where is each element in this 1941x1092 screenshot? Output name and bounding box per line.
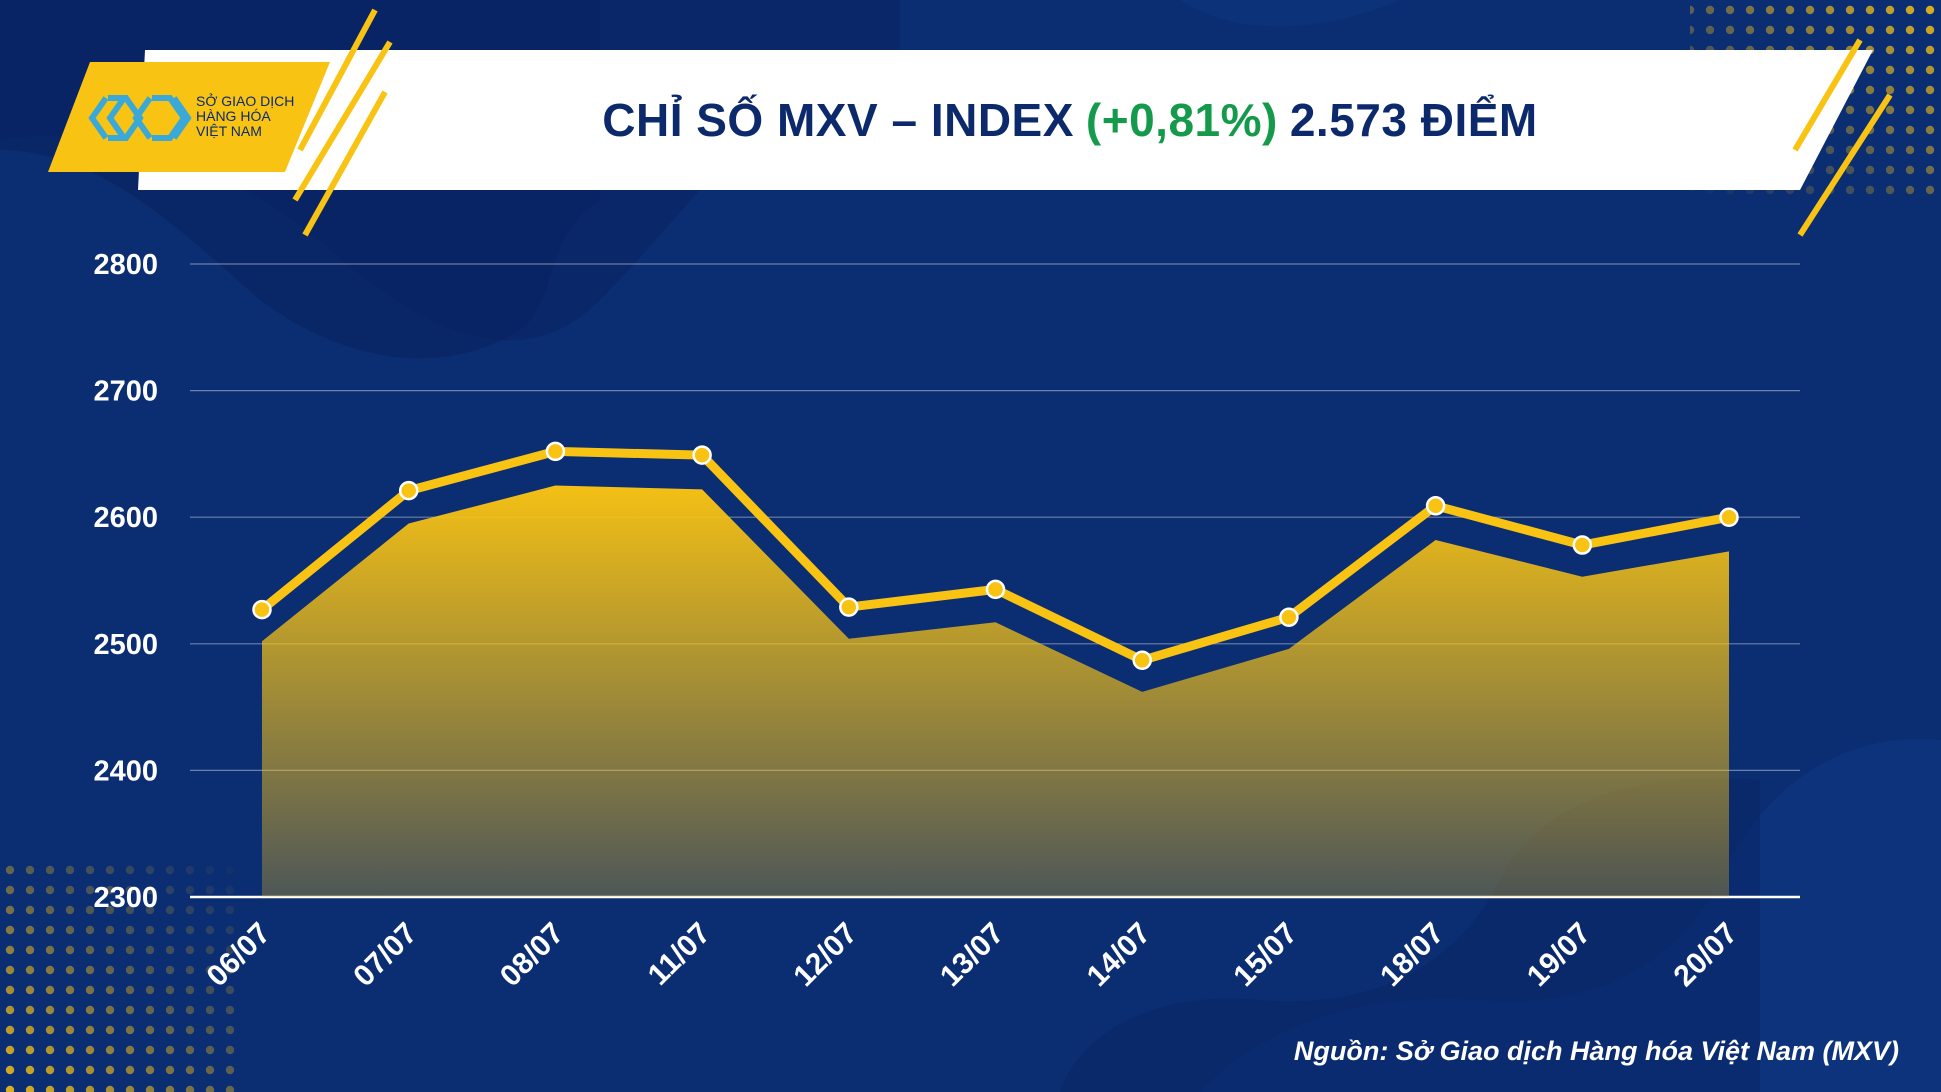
data-points: [252, 441, 1739, 671]
title-change: (+0,81%): [1085, 94, 1278, 146]
y-tick-label: 2400: [93, 755, 158, 787]
x-axis: 06/07 07/07 08/07 11/07 12/07 13/07 14/07 15/07…: [201, 917, 1744, 993]
data-point: [398, 480, 419, 501]
x-tick-label: 11/07: [642, 917, 717, 992]
y-tick-label: 2800: [93, 249, 158, 281]
chart-title: CHỈ SỐ MXV – INDEX (+0,81%) 2.573 ĐIỂM: [330, 82, 1810, 158]
title-value: 2.573 ĐIỂM: [1289, 94, 1538, 146]
area-series: [262, 485, 1729, 897]
logo-line-1: SỞ GIAO DỊCH: [196, 93, 295, 109]
x-tick-label: 19/07: [1521, 917, 1597, 993]
y-axis: 2300 2400 2500 2600 2700 2800: [93, 249, 158, 914]
data-point: [1279, 607, 1299, 627]
x-tick-label: 12/07: [787, 917, 863, 993]
data-point: [1572, 535, 1593, 555]
mxv-logo-icon: [88, 95, 192, 141]
data-point: [252, 599, 272, 620]
data-point: [545, 441, 566, 462]
logo-line-3: VIỆT NAM: [196, 123, 262, 139]
y-tick-label: 2700: [93, 376, 158, 408]
title-main: CHỈ SỐ MXV – INDEX: [602, 94, 1074, 146]
x-tick-label: 08/07: [494, 917, 570, 993]
x-tick-label: 20/07: [1668, 917, 1744, 993]
y-tick-label: 2600: [93, 502, 158, 534]
x-tick-label: 18/07: [1374, 917, 1450, 993]
x-tick-label: 06/07: [201, 917, 277, 993]
x-tick-label: 14/07: [1081, 917, 1157, 993]
area-fill: [262, 485, 1729, 897]
data-point: [1719, 507, 1739, 527]
data-point: [692, 445, 712, 465]
logo-text: SỞ GIAO DỊCH HÀNG HÓA VIỆT NAM: [196, 94, 326, 139]
x-tick-label: 13/07: [934, 917, 1010, 993]
y-tick-label: 2300: [93, 882, 158, 914]
data-point: [985, 579, 1006, 600]
source-note: Nguồn: Sở Giao dịch Hàng hóa Việt Nam (M…: [1293, 1036, 1899, 1066]
x-tick-label: 15/07: [1227, 917, 1303, 993]
data-point: [1425, 496, 1446, 516]
logo-line-2: HÀNG HÓA: [196, 108, 271, 124]
data-point: [1132, 650, 1152, 671]
data-point: [839, 597, 859, 617]
x-tick-label: 07/07: [347, 917, 423, 993]
y-tick-label: 2500: [93, 629, 158, 661]
